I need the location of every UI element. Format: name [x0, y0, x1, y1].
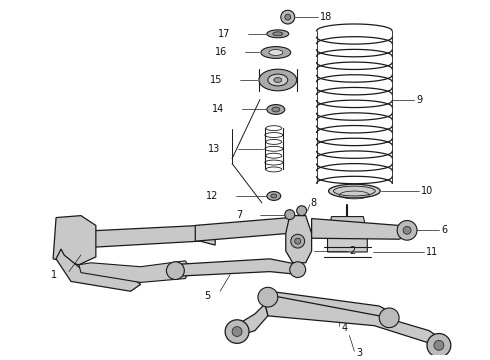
- Polygon shape: [286, 216, 312, 263]
- Text: 4: 4: [342, 323, 347, 333]
- Circle shape: [281, 10, 294, 24]
- Text: 12: 12: [206, 191, 218, 201]
- Text: 9: 9: [416, 95, 422, 105]
- Circle shape: [291, 234, 305, 248]
- Text: 17: 17: [218, 29, 230, 39]
- Polygon shape: [196, 217, 298, 241]
- Polygon shape: [53, 216, 96, 265]
- Polygon shape: [265, 291, 394, 322]
- Text: 8: 8: [311, 198, 317, 208]
- Ellipse shape: [267, 30, 289, 38]
- Ellipse shape: [272, 107, 280, 112]
- Circle shape: [285, 14, 291, 20]
- Ellipse shape: [261, 46, 291, 58]
- Text: 3: 3: [356, 348, 363, 358]
- Circle shape: [232, 327, 242, 337]
- Circle shape: [434, 341, 444, 350]
- Ellipse shape: [267, 192, 281, 201]
- Polygon shape: [312, 219, 414, 239]
- Text: 7: 7: [236, 210, 242, 220]
- Polygon shape: [79, 261, 190, 283]
- Circle shape: [294, 238, 301, 244]
- Circle shape: [167, 262, 184, 279]
- Circle shape: [427, 333, 451, 357]
- Polygon shape: [171, 259, 300, 276]
- Ellipse shape: [271, 194, 277, 198]
- Circle shape: [285, 210, 294, 220]
- Ellipse shape: [267, 104, 285, 114]
- Ellipse shape: [328, 184, 380, 198]
- Text: 5: 5: [204, 291, 210, 301]
- Text: 16: 16: [215, 48, 227, 58]
- Text: 1: 1: [51, 270, 57, 280]
- Circle shape: [290, 262, 306, 278]
- Text: 13: 13: [208, 144, 220, 154]
- Ellipse shape: [269, 50, 283, 55]
- Text: 10: 10: [421, 186, 433, 196]
- Text: 11: 11: [426, 247, 438, 257]
- Circle shape: [225, 320, 249, 343]
- Ellipse shape: [259, 69, 297, 91]
- Polygon shape: [327, 217, 368, 252]
- Text: 18: 18: [319, 12, 332, 22]
- Text: 6: 6: [441, 225, 447, 235]
- Ellipse shape: [274, 77, 282, 82]
- Polygon shape: [61, 225, 215, 249]
- Circle shape: [297, 206, 307, 216]
- Circle shape: [403, 226, 411, 234]
- Ellipse shape: [268, 74, 288, 86]
- Polygon shape: [265, 296, 444, 350]
- Circle shape: [379, 308, 399, 328]
- Text: 14: 14: [212, 104, 224, 114]
- Polygon shape: [232, 304, 268, 336]
- Polygon shape: [56, 249, 141, 291]
- Text: 15: 15: [210, 75, 222, 85]
- Ellipse shape: [273, 32, 283, 36]
- Circle shape: [397, 221, 417, 240]
- Circle shape: [258, 287, 278, 307]
- Text: 2: 2: [349, 246, 356, 256]
